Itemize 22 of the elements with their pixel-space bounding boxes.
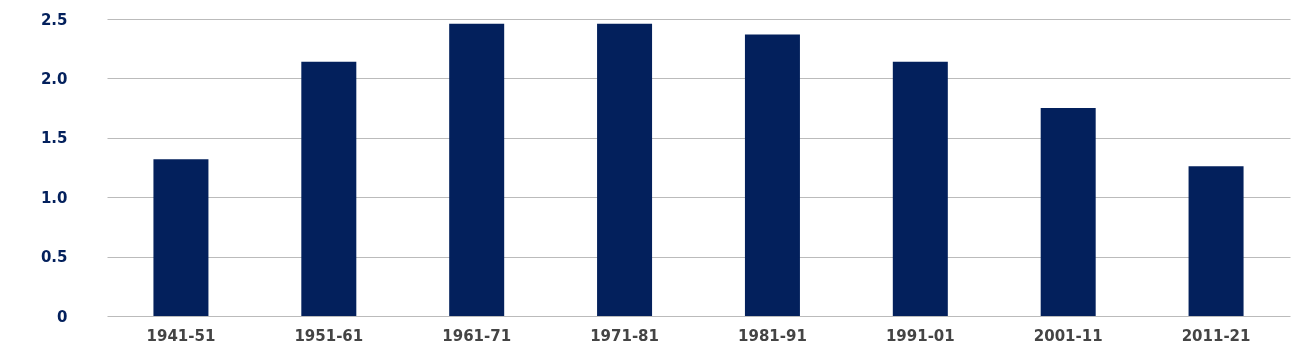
x-tick-label: 1941-51: [146, 326, 216, 345]
bar: [1188, 166, 1244, 316]
y-tick-label: 0.5: [40, 248, 68, 267]
y-tick-label: 0: [57, 307, 68, 326]
bar: [449, 23, 505, 316]
x-tick-label: 1961-71: [442, 326, 512, 345]
y-tick-label: 2.5: [40, 10, 68, 29]
bar: [744, 34, 800, 316]
x-tick-label: 2011-21: [1181, 326, 1251, 345]
bar: [153, 159, 209, 316]
y-tick-label: 1.0: [40, 188, 68, 207]
x-tick-label: 1991-01: [885, 326, 955, 345]
x-tick-label: 1981-91: [738, 326, 807, 345]
bar: [301, 61, 357, 316]
y-tick-label: 2.0: [40, 69, 68, 88]
x-tick-label: 1951-61: [294, 326, 364, 345]
x-tick-label: 2001-11: [1033, 326, 1103, 345]
bar: [597, 23, 653, 316]
bar: [1040, 108, 1096, 316]
bar: [892, 61, 948, 316]
x-tick-label: 1971-81: [590, 326, 659, 345]
y-tick-label: 1.5: [40, 129, 68, 148]
